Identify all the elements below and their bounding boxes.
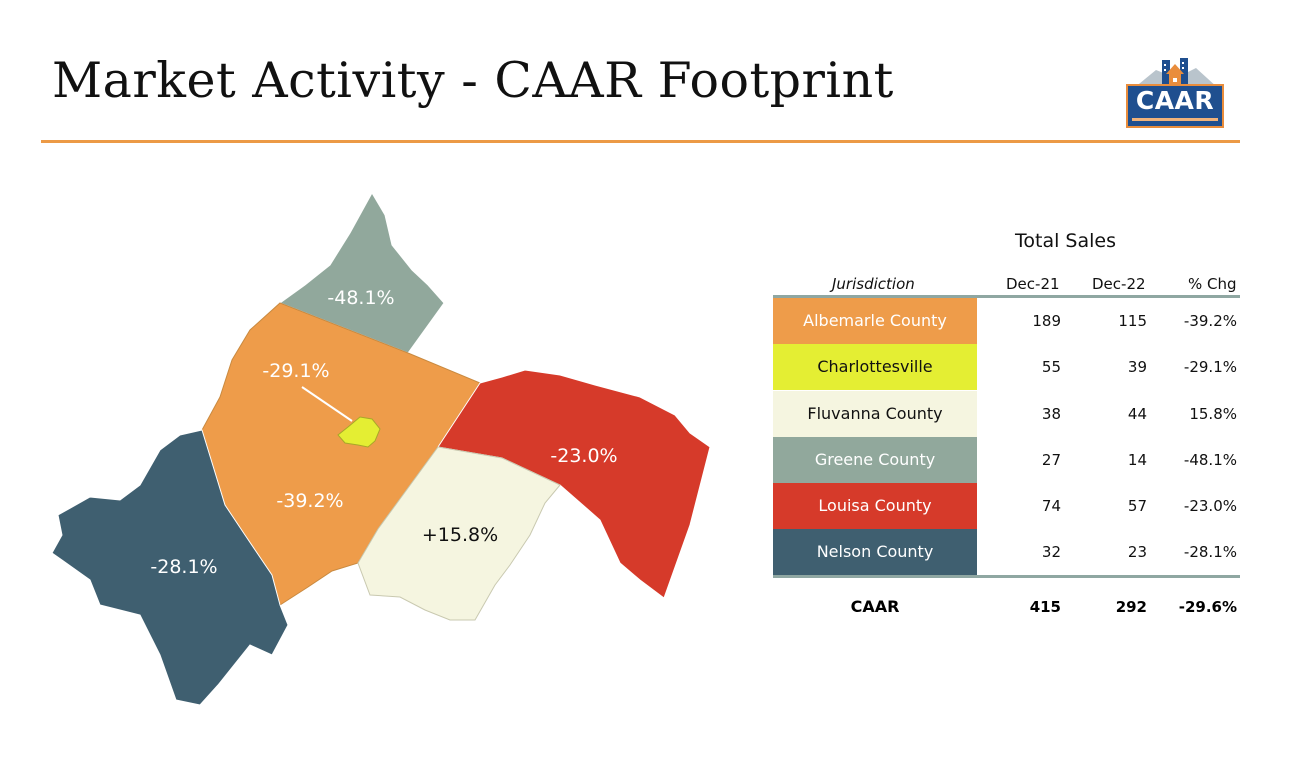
table-row: Charlottesville 55 39 -29.1% (773, 344, 1240, 390)
label-charlottesville: -29.1% (262, 360, 329, 382)
row-dec21: 27 (1041, 451, 1061, 469)
total-dec22: 292 (1115, 598, 1147, 616)
charlottesville-leader-line (301, 386, 353, 422)
label-louisa: -23.0% (550, 445, 617, 467)
total-row: CAAR 415 292 -29.6% (773, 590, 1240, 624)
row-dec21: 38 (1041, 405, 1061, 423)
total-pct-chg: -29.6% (1178, 598, 1237, 616)
row-dec22: 39 (1127, 358, 1147, 376)
total-dec21: 415 (1029, 598, 1061, 616)
row-name: Albemarle County (773, 298, 977, 344)
row-name: Greene County (773, 437, 977, 483)
header-divider (41, 140, 1240, 143)
table-row: Nelson County 32 23 -28.1% (773, 529, 1240, 575)
row-name: Charlottesville (773, 344, 977, 390)
table-row: Greene County 27 14 -48.1% (773, 437, 1240, 483)
region-nelson (51, 429, 289, 706)
region-greene (278, 191, 445, 354)
row-pct-chg: -23.0% (1183, 497, 1237, 515)
page-title: Market Activity - CAAR Footprint (52, 52, 894, 109)
row-pct-chg: -39.2% (1183, 312, 1237, 330)
building-house-icon (1134, 58, 1218, 88)
header-divider-line (773, 295, 1240, 298)
row-dec22: 44 (1127, 405, 1147, 423)
county-map: -48.1% -29.1% -39.2% -23.0% +15.8% -28.1… (51, 191, 711, 706)
row-dec22: 14 (1127, 451, 1147, 469)
table-row: Fluvanna County 38 44 15.8% (773, 391, 1240, 437)
row-dec22: 57 (1127, 497, 1147, 515)
header-pct-chg: % Chg (1188, 275, 1237, 293)
table-row: Louisa County 74 57 -23.0% (773, 483, 1240, 529)
total-divider-line (773, 575, 1240, 578)
row-dec21: 32 (1041, 543, 1061, 561)
row-name: Louisa County (773, 483, 977, 529)
row-dec21: 55 (1041, 358, 1061, 376)
logo-underline (1132, 118, 1218, 121)
caar-logo: CAAR (1126, 54, 1224, 128)
total-name: CAAR (850, 597, 900, 616)
header-dec22: Dec-22 (1092, 275, 1146, 293)
row-name: Nelson County (773, 529, 977, 575)
region-fluvanna (357, 446, 561, 621)
row-pct-chg: 15.8% (1189, 405, 1237, 423)
row-dec21: 74 (1041, 497, 1061, 515)
table-title: Total Sales (1015, 230, 1116, 252)
logo-text: CAAR (1135, 86, 1215, 115)
label-greene: -48.1% (327, 287, 394, 309)
header-dec21: Dec-21 (1006, 275, 1060, 293)
label-nelson: -28.1% (150, 556, 217, 578)
row-pct-chg: -48.1% (1183, 451, 1237, 469)
row-dec22: 115 (1118, 312, 1147, 330)
region-charlottesville (337, 416, 381, 448)
label-fluvanna: +15.8% (422, 524, 498, 546)
row-dec21: 189 (1032, 312, 1061, 330)
table-row: Albemarle County 189 115 -39.2% (773, 298, 1240, 344)
label-albemarle: -39.2% (276, 490, 343, 512)
header-jurisdiction: Jurisdiction (832, 275, 915, 293)
row-pct-chg: -28.1% (1183, 543, 1237, 561)
row-pct-chg: -29.1% (1183, 358, 1237, 376)
row-dec22: 23 (1127, 543, 1147, 561)
row-name: Fluvanna County (773, 391, 977, 437)
